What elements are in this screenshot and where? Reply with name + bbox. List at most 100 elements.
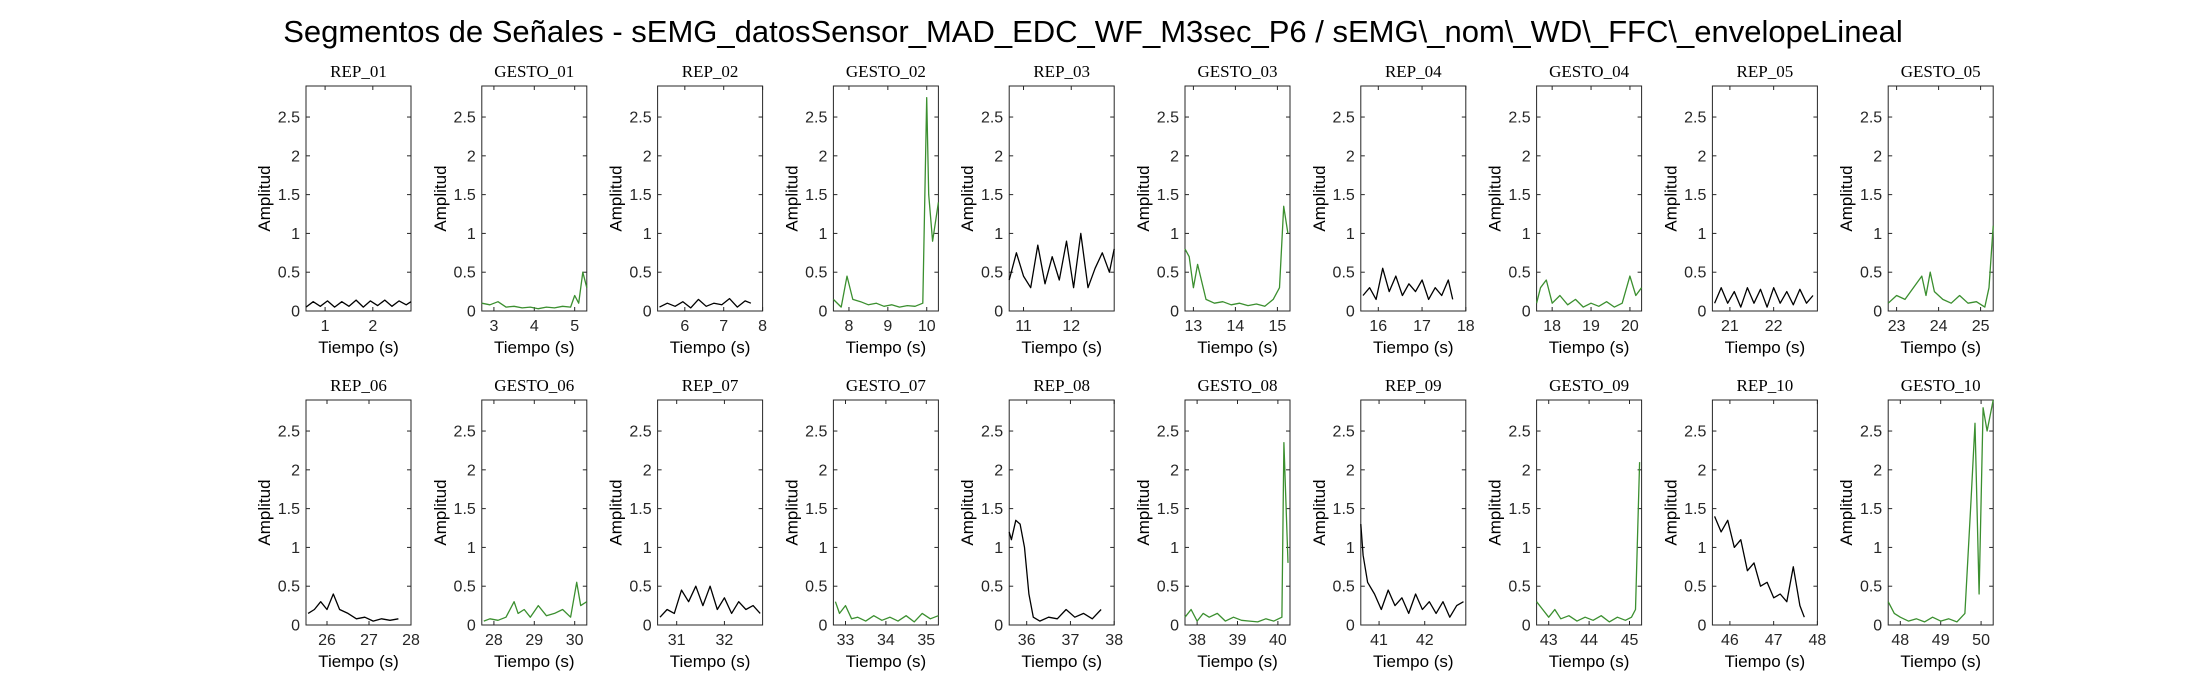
x-axis-label: Tiempo (s) — [318, 652, 399, 671]
y-tick-label: 1 — [994, 540, 1003, 557]
y-tick-label: 1.5 — [1508, 187, 1530, 204]
y-tick-label: 2.5 — [454, 110, 476, 127]
y-tick-label: 0.5 — [1684, 579, 1706, 596]
x-tick-label: 41 — [1370, 632, 1388, 649]
figure-title: Segmentos de Señales - sEMG_datosSensor_… — [283, 14, 1903, 49]
y-tick-label: 1 — [467, 540, 476, 557]
x-axis-label: Tiempo (s) — [1549, 652, 1630, 671]
x-axis-label: Tiempo (s) — [1549, 338, 1630, 357]
x-tick-label: 3 — [489, 318, 498, 335]
x-tick-label: 23 — [1888, 318, 1906, 335]
x-tick-label: 45 — [1621, 632, 1639, 649]
x-tick-label: 5 — [570, 318, 579, 335]
x-tick-label: 48 — [1809, 632, 1827, 649]
axes-frame — [1360, 85, 1467, 312]
x-tick-label: 11 — [1015, 318, 1032, 335]
signal-line-rep — [1362, 267, 1454, 301]
subplot-title: GESTO_03 — [1198, 62, 1278, 81]
y-tick-label: 0.5 — [1508, 579, 1530, 596]
x-tick-label: 8 — [758, 318, 767, 335]
x-tick-label: 6 — [680, 318, 689, 335]
subplot-title: GESTO_07 — [846, 376, 926, 395]
signal-line-gesto — [1184, 205, 1289, 307]
y-tick-label: 2.5 — [278, 110, 300, 127]
y-tick-label: 1 — [1346, 226, 1355, 243]
subplot-title: GESTO_10 — [1901, 376, 1981, 395]
y-tick-label: 1.5 — [454, 187, 476, 204]
x-tick-label: 10 — [918, 318, 936, 335]
subplot-title: GESTO_04 — [1549, 62, 1629, 81]
y-tick-label: 1 — [1346, 540, 1355, 557]
y-tick-label: 0.5 — [1157, 579, 1179, 596]
subplot-title: REP_10 — [1737, 376, 1794, 395]
y-axis-label: Amplitud — [958, 479, 977, 545]
subplot-title: GESTO_09 — [1549, 376, 1629, 395]
y-tick-label: 2 — [1522, 462, 1531, 479]
x-tick-label: 9 — [883, 318, 892, 335]
x-tick-label: 33 — [837, 632, 855, 649]
y-tick-label: 1.5 — [805, 501, 827, 518]
axes-frame — [1008, 399, 1115, 626]
y-tick-label: 1.5 — [805, 187, 827, 204]
x-tick-label: 48 — [1891, 632, 1909, 649]
y-axis-label: Amplitud — [1134, 165, 1153, 231]
y-tick-label: 1 — [291, 226, 300, 243]
y-axis-label: Amplitud — [431, 479, 450, 545]
signal-line-gesto — [1887, 225, 1994, 308]
x-tick-label: 27 — [360, 632, 378, 649]
axes-frame — [1711, 399, 1818, 626]
signal-line-gesto — [834, 601, 939, 623]
y-tick-label: 2.5 — [1508, 110, 1530, 127]
y-tick-label: 2 — [1522, 148, 1531, 165]
x-axis-label: Tiempo (s) — [494, 652, 575, 671]
x-axis-label: Tiempo (s) — [1021, 652, 1102, 671]
x-axis-label: Tiempo (s) — [670, 338, 751, 357]
x-axis-label: Tiempo (s) — [1725, 338, 1806, 357]
y-tick-label: 2 — [291, 462, 300, 479]
subplot: 0 0.5 1 1.5 2 2.5 31 32 REP_07 Tiempo (s) Amplitud — [607, 376, 764, 671]
y-axis-label: Amplitud — [255, 165, 274, 231]
x-tick-label: 35 — [917, 632, 935, 649]
y-tick-label: 0 — [467, 304, 476, 321]
y-tick-label: 2.5 — [1157, 424, 1179, 441]
x-tick-label: 19 — [1582, 318, 1600, 335]
x-tick-label: 32 — [716, 632, 734, 649]
axes-frame — [305, 399, 412, 626]
subplot-title: GESTO_08 — [1198, 376, 1278, 395]
x-tick-label: 4 — [530, 318, 539, 335]
subplot-title: GESTO_01 — [494, 62, 574, 81]
x-tick-label: 49 — [1932, 632, 1950, 649]
y-tick-label: 2.5 — [1157, 110, 1179, 127]
signal-line-rep — [1008, 519, 1102, 622]
y-tick-label: 0.5 — [278, 265, 300, 282]
y-axis-label: Amplitud — [1837, 479, 1856, 545]
y-tick-label: 2 — [994, 148, 1003, 165]
y-tick-label: 2 — [1346, 462, 1355, 479]
y-tick-label: 1.5 — [1684, 187, 1706, 204]
y-tick-label: 0 — [643, 618, 652, 635]
subplot: 0 0.5 1 1.5 2 2.5 1 2 REP_01 Tiempo (s) Amplitud — [255, 62, 412, 357]
y-tick-label: 1 — [1522, 226, 1531, 243]
subplot-title: REP_01 — [330, 62, 387, 81]
y-tick-label: 1 — [1697, 540, 1706, 557]
y-tick-label: 2.5 — [629, 110, 651, 127]
x-tick-label: 12 — [1062, 318, 1080, 335]
x-tick-label: 13 — [1185, 318, 1203, 335]
subplot: 0 0.5 1 1.5 2 2.5 13 14 15 GESTO_03 Tiempo (s) Ampl… — [1134, 62, 1291, 357]
axes-frame — [1360, 399, 1467, 626]
x-tick-label: 50 — [1972, 632, 1990, 649]
signal-line-gesto — [481, 271, 588, 310]
y-tick-label: 1 — [1522, 540, 1531, 557]
y-tick-label: 2 — [1873, 462, 1882, 479]
y-tick-label: 1.5 — [454, 501, 476, 518]
x-tick-label: 47 — [1765, 632, 1783, 649]
y-axis-label: Amplitud — [1661, 479, 1680, 545]
y-tick-label: 0.5 — [1157, 265, 1179, 282]
y-tick-label: 2 — [1346, 148, 1355, 165]
x-tick-label: 7 — [719, 318, 728, 335]
y-tick-label: 0 — [643, 304, 652, 321]
subplot: 0 0.5 1 1.5 2 2.5 33 34 35 GESTO_07 Tiempo (s) Ampl… — [782, 376, 939, 671]
y-tick-label: 2 — [818, 148, 827, 165]
y-tick-label: 0 — [1170, 304, 1179, 321]
x-tick-label: 1 — [321, 318, 330, 335]
